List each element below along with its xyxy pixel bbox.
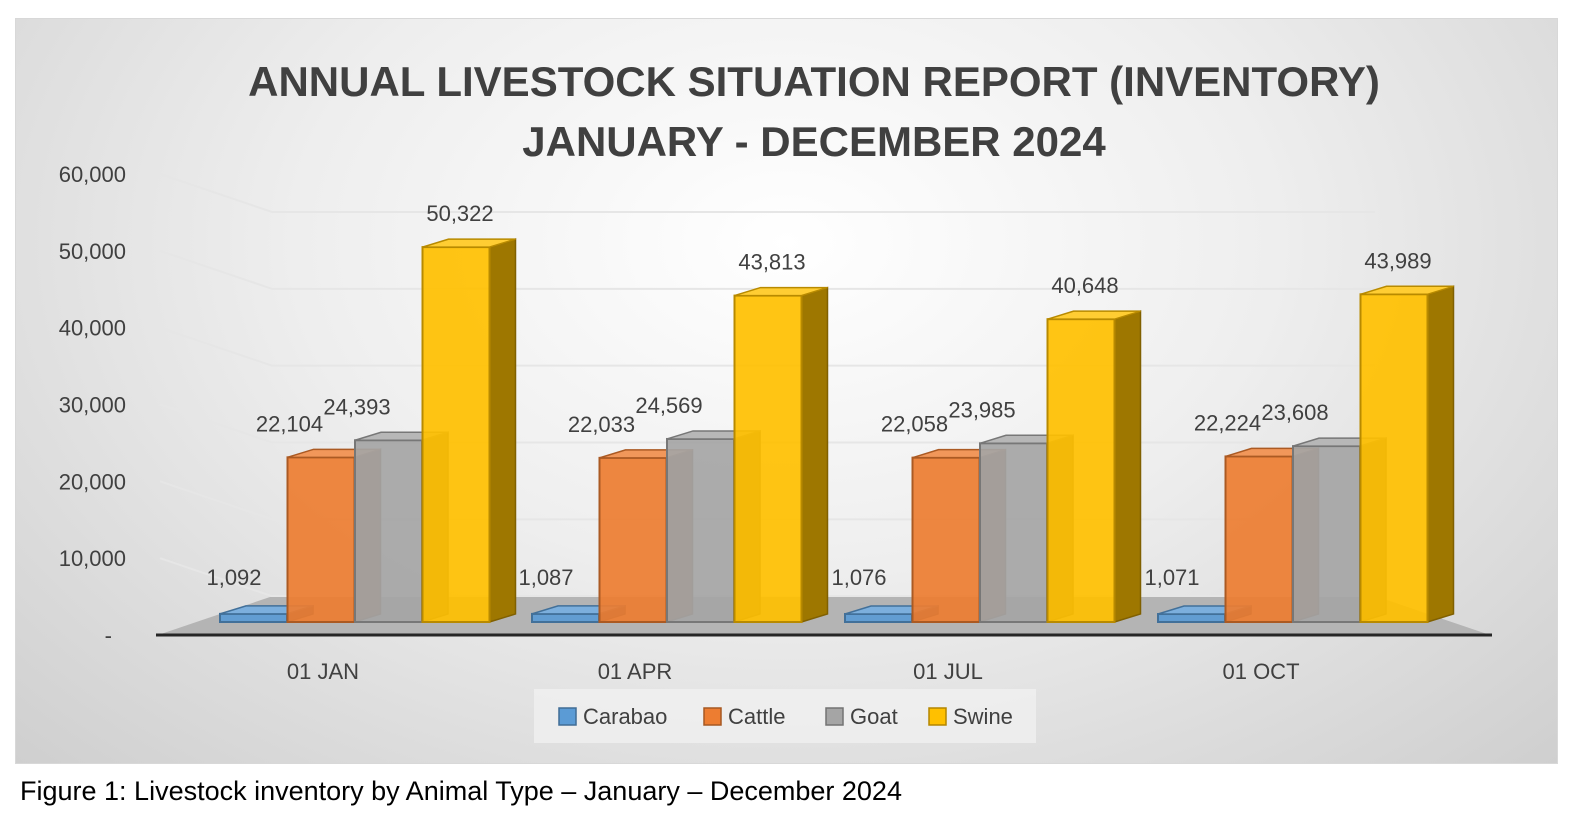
bar-front	[911, 456, 981, 624]
bar-front	[1046, 318, 1116, 623]
legend-box	[534, 689, 1036, 743]
data-label: 22,104	[256, 411, 323, 436]
legend-item-cattle: Cattle	[703, 704, 785, 729]
y-tick-label: 60,000	[59, 162, 126, 187]
data-label: 1,076	[831, 565, 886, 590]
chart-title: ANNUAL LIVESTOCK SITUATION REPORT (INVEN…	[248, 58, 1380, 165]
data-label: 23,608	[1261, 400, 1328, 425]
bar-top	[422, 238, 516, 248]
x-category-label: 01 JUL	[913, 659, 983, 684]
bar-top	[1360, 285, 1454, 296]
data-label: 24,569	[635, 393, 702, 418]
data-label: 1,071	[1144, 565, 1199, 590]
x-category-label: 01 JAN	[287, 659, 359, 684]
y-tick-label: 50,000	[59, 239, 126, 264]
bar-front	[1157, 613, 1226, 624]
data-label: 23,985	[948, 397, 1015, 422]
legend-item-goat: Goat	[825, 704, 898, 729]
legend-label: Swine	[953, 704, 1013, 729]
gridline	[159, 173, 1375, 213]
bar-front	[1224, 455, 1294, 624]
bars	[219, 238, 1455, 624]
bar-front	[1292, 445, 1361, 623]
bar-front	[598, 456, 668, 623]
bar-swine-0	[421, 238, 517, 624]
data-label: 43,989	[1364, 248, 1431, 273]
bar-front	[1359, 293, 1429, 623]
legend-label: Goat	[850, 704, 898, 729]
y-tick-label: 30,000	[59, 393, 126, 418]
data-label: 22,224	[1194, 410, 1261, 435]
bar-front	[979, 442, 1048, 623]
y-axis-ticks: - 10,000 20,000 30,000 40,000 50,000 60,000	[59, 162, 126, 648]
gridline	[159, 326, 1375, 367]
legend-item-swine: Swine	[928, 704, 1013, 729]
y-tick-label: 10,000	[59, 546, 126, 571]
data-label: 22,033	[568, 412, 635, 437]
chart-title-line: ANNUAL LIVESTOCK SITUATION REPORT (INVEN…	[248, 58, 1380, 105]
bar-front	[844, 612, 913, 624]
data-label: 40,648	[1051, 273, 1118, 298]
x-category-label: 01 OCT	[1222, 659, 1299, 684]
x-category-label: 01 APR	[598, 659, 673, 684]
bar-swine-1	[733, 286, 829, 624]
data-label: 43,813	[738, 250, 805, 275]
bar-front	[354, 439, 423, 623]
legend-swatch	[703, 707, 722, 726]
bar-top	[1047, 310, 1141, 320]
data-label: 1,087	[518, 565, 573, 590]
bar-swine-3	[1359, 285, 1455, 624]
y-tick-label: 40,000	[59, 316, 126, 341]
data-label: 50,322	[426, 201, 493, 226]
legend-swatch	[928, 707, 947, 726]
legend-swatch	[825, 707, 844, 726]
bar-top	[734, 286, 828, 297]
data-label: 24,393	[323, 394, 390, 419]
chart-title-line: JANUARY - DECEMBER 2024	[522, 118, 1106, 165]
bar-front	[421, 246, 491, 623]
bar-front	[666, 437, 735, 623]
legend-label: Cattle	[728, 704, 785, 729]
bar-side	[488, 238, 517, 624]
bar-front	[531, 612, 600, 624]
data-label: 1,092	[206, 565, 261, 590]
legend-swatch	[558, 707, 577, 726]
y-tick-label: 20,000	[59, 469, 126, 494]
y-tick-label: -	[105, 623, 112, 648]
data-label: 22,058	[881, 412, 948, 437]
legend: Carabao Cattle Goat Swine	[534, 689, 1036, 743]
bar-side	[800, 286, 829, 624]
bar-side	[1113, 310, 1142, 624]
bar-side	[1426, 285, 1455, 624]
bar-front	[286, 456, 356, 623]
legend-label: Carabao	[583, 704, 667, 729]
x-axis-categories: 01 JAN 01 APR 01 JUL 01 OCT	[287, 659, 1300, 684]
bar-front	[733, 294, 803, 623]
bar-swine-2	[1046, 310, 1142, 624]
legend-item-carabao: Carabao	[558, 704, 667, 729]
bar-front	[219, 612, 288, 624]
figure-caption: Figure 1: Livestock inventory by Animal …	[20, 776, 902, 806]
gridline	[159, 249, 1375, 290]
livestock-bar-chart: ANNUAL LIVESTOCK SITUATION REPORT (INVEN…	[58, 58, 1492, 743]
